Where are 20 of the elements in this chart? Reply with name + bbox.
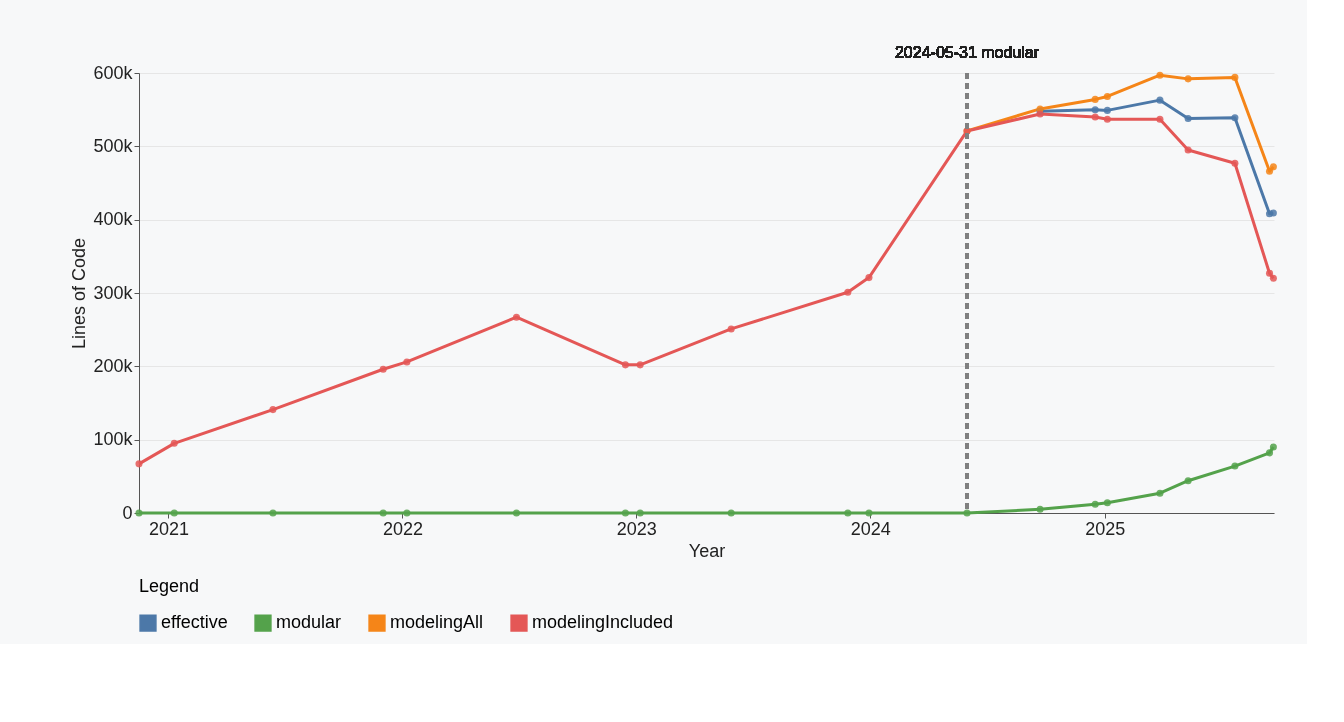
legend-label: modular — [276, 612, 342, 633]
x-tick-label: 2023 — [616, 518, 657, 539]
y-tick-label: 0 — [122, 502, 133, 523]
x-tick-label: 2025 — [1085, 518, 1126, 539]
legend-label: modelingIncluded — [532, 612, 674, 633]
y-tick-label: 400k — [93, 209, 134, 230]
y-tick-label: 300k — [93, 282, 134, 303]
y-axis-title: Lines of Code — [69, 237, 90, 350]
x-axis-title: Year — [688, 540, 726, 561]
x-tick-label: 2022 — [382, 518, 423, 539]
x-tick-label: 2021 — [148, 518, 189, 539]
legend-label: modelingAll — [390, 612, 484, 633]
x-tick-label: 2024 — [850, 518, 891, 539]
ref-line-label: 2024-05-31 modular — [894, 44, 1040, 61]
y-tick-label: 100k — [93, 429, 134, 450]
legend-title: Legend — [139, 576, 200, 596]
y-tick-label: 600k — [93, 62, 134, 83]
legend-label: effective — [161, 612, 228, 633]
y-tick-label: 500k — [93, 135, 134, 156]
y-tick-label: 200k — [93, 355, 134, 376]
